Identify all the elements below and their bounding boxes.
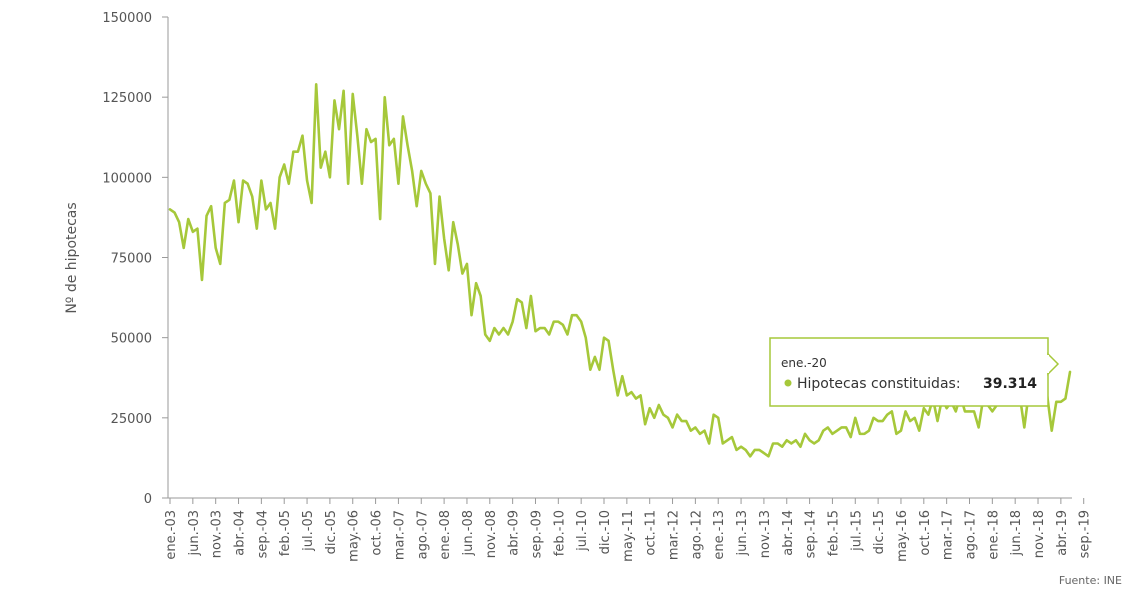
x-tick-label: ene.-13 [712,510,727,560]
x-tick-label: nov.-18 [1032,510,1047,558]
x-tick-label: dic.-15 [872,510,887,554]
x-tick-label: ago.-07 [415,510,430,559]
tooltip-date: ene.-20 [781,356,827,370]
x-tick-label: dic.-10 [598,510,613,554]
x-tick-label: nov.-13 [758,510,773,558]
x-tick-label: mar.-12 [667,510,682,560]
x-tick-label: ago.-17 [963,510,978,559]
y-tick-label: 125000 [102,91,152,106]
source-note: Fuente: INE [1059,574,1122,587]
y-tick-label: 25000 [111,412,152,427]
x-tick-label: jul.-15 [849,510,864,552]
y-tick-label: 75000 [111,252,152,267]
x-tick-label: may.-11 [621,510,636,562]
tooltip-box [769,337,1049,407]
x-axis-ticks: ene.-03 jun.-03 nov.-03 abr.-04 sep.-04 feb.-… [164,498,1093,562]
x-tick-label: abr.-09 [507,510,522,556]
x-tick-label: jul.-10 [575,510,590,552]
x-tick-label: may.-06 [347,510,362,562]
y-axis-title: Nº de hipotecas [64,202,80,313]
x-tick-label: jul.-05 [301,510,316,552]
x-tick-label: jun.-08 [461,510,476,556]
x-tick-label: jun.-03 [187,510,202,556]
series-layer [168,83,1072,458]
x-tick-label: jun.-18 [1009,510,1024,556]
x-tick-label: oct.-06 [370,510,385,556]
x-tick-label: nov.-03 [210,510,225,558]
y-tick-label: 150000 [102,11,152,26]
x-tick-label: feb.-10 [552,510,567,556]
x-tick-label: sep.-14 [804,510,819,558]
x-tick-label: sep.-04 [255,510,270,558]
x-tick-label: ene.-18 [986,510,1001,560]
y-tick-label: 50000 [111,332,152,347]
tooltip-pointer [1047,352,1060,376]
x-tick-label: ago.-12 [689,510,704,559]
x-tick-label: abr.-14 [781,510,796,556]
x-tick-label: dic.-05 [324,510,339,554]
tooltip-value: 39.314 [983,376,1037,392]
x-tick-label: oct.-11 [644,510,659,556]
tooltip-series-dot [784,379,792,387]
x-tick-label: ene.-08 [438,510,453,560]
x-tick-label: ene.-03 [164,510,179,560]
x-tick-label: sep.-09 [529,510,544,558]
x-tick-label: mar.-17 [941,510,956,560]
x-tick-label: nov.-08 [484,510,499,558]
x-tick-label: abr.-04 [233,510,248,556]
x-tick-label: sep.-19 [1078,510,1093,558]
x-tick-label: abr.-19 [1055,510,1070,556]
tooltip: ene.-20 Hipotecas constituidas: 39.314 [769,337,1060,407]
series-line-hipotecas[interactable] [168,83,1072,458]
y-tick-label: 100000 [102,171,152,186]
y-tick-label: 0 [144,492,152,507]
y-axis-ticks: 0 25000 50000 75000 100000 125000 150000 [102,11,168,507]
x-tick-label: jun.-13 [735,510,750,556]
x-tick-label: feb.-05 [278,510,293,556]
x-tick-label: mar.-07 [392,510,407,560]
x-tick-label: oct.-16 [918,510,933,556]
x-tick-label: feb.-15 [826,510,841,556]
x-tick-label: may.-16 [895,510,910,562]
tooltip-series-label: Hipotecas constituidas: [797,376,961,392]
axes [167,17,1072,499]
